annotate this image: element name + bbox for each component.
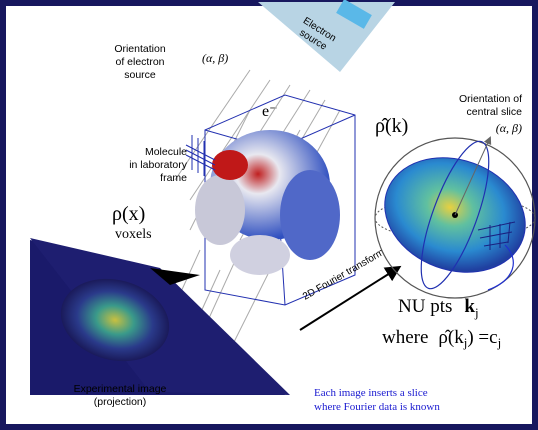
density-symbol: ρ(x) (112, 203, 145, 225)
density-unit: voxels (115, 227, 152, 242)
angles-slice: (α, β) (496, 121, 522, 135)
fourier-density: ρ̂(k) (375, 115, 408, 137)
angles-source: (α, β) (202, 51, 228, 65)
diagram: Electronsource Orientationof electronsou… (0, 0, 538, 430)
